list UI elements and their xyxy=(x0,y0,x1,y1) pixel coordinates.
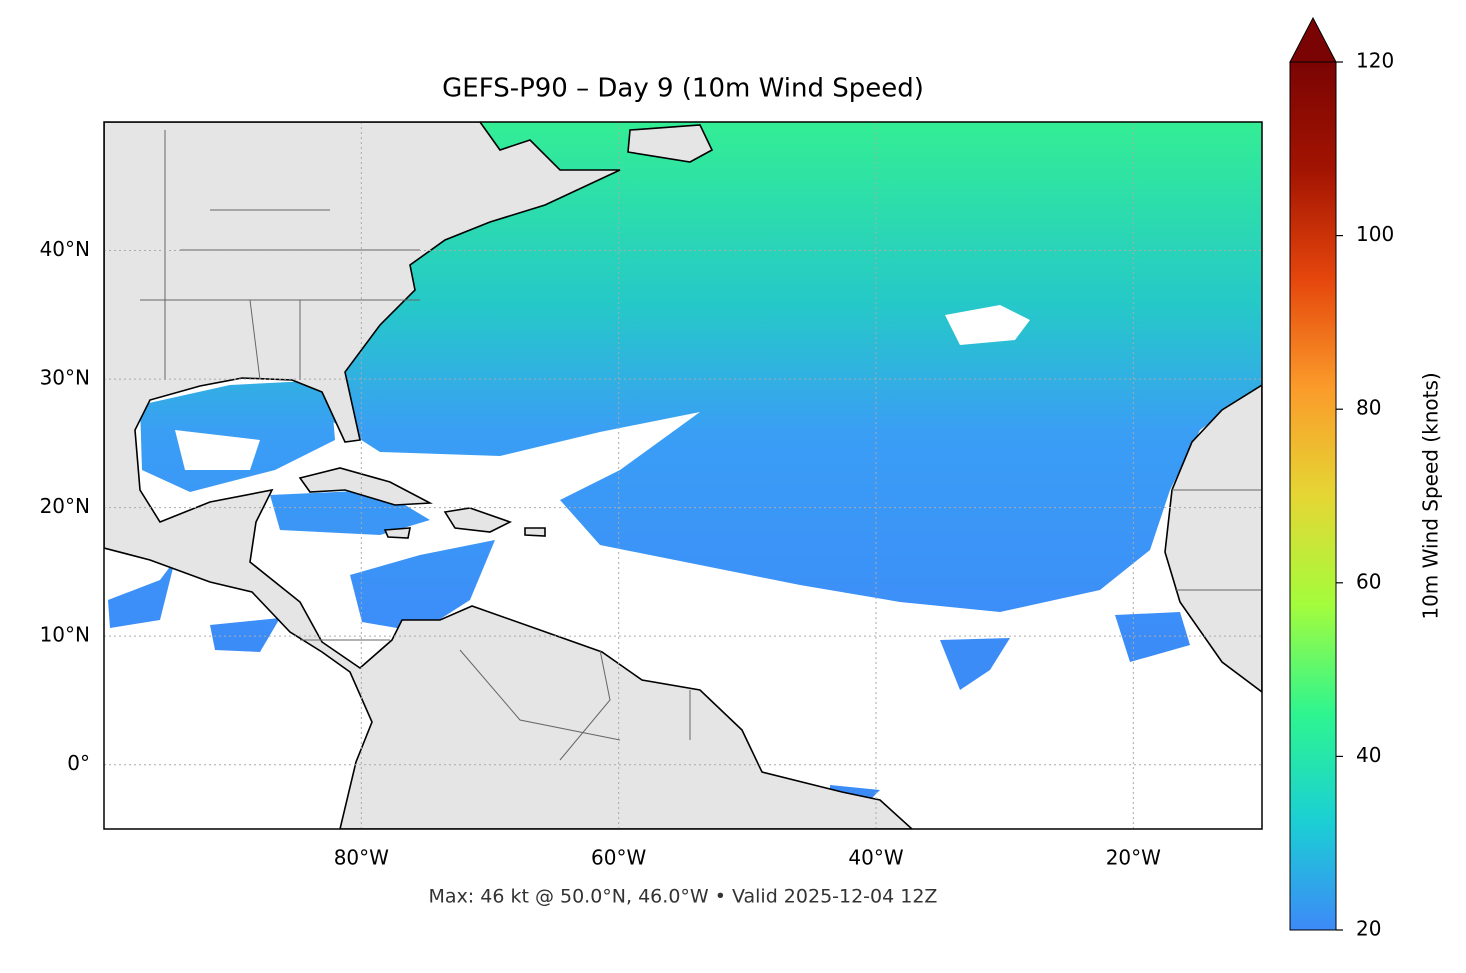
colorbar-label: 10m Wind Speed (knots) xyxy=(1419,372,1443,619)
map-title: GEFS-P90 – Day 9 (10m Wind Speed) xyxy=(442,74,924,104)
newfoundland xyxy=(627,124,714,163)
colorbar-extend xyxy=(1289,16,1337,63)
borders xyxy=(140,130,1262,761)
puerto-rico xyxy=(524,527,546,537)
americas xyxy=(104,122,914,829)
y-tick-label: 20°N xyxy=(40,494,90,518)
colorbar-scale xyxy=(1289,61,1337,931)
map-area xyxy=(104,122,1262,829)
x-tick-label: 20°W xyxy=(1106,846,1161,870)
calm-patches xyxy=(175,305,1030,470)
y-tick-label: 30°N xyxy=(40,366,90,390)
x-tick-label: 60°W xyxy=(591,846,646,870)
colorbar: 20 40 60 80 100 120 xyxy=(1289,16,1394,941)
colorbar-tick-label: 120 xyxy=(1356,49,1394,73)
y-tick-label: 10°N xyxy=(40,623,90,647)
gridlines xyxy=(104,122,1262,829)
colorbar-tick-label: 40 xyxy=(1356,743,1381,767)
x-tick-label: 40°W xyxy=(848,846,903,870)
jamaica xyxy=(383,527,411,539)
colorbar-tick-label: 80 xyxy=(1356,396,1381,420)
colorbar-tick-label: 20 xyxy=(1356,917,1381,941)
africa xyxy=(1164,384,1262,693)
colorbar-tick-label: 60 xyxy=(1356,569,1381,593)
axis-ticks: 80°W 60°W 40°W 20°W 0° 10°N 20°N 30°N 40°N xyxy=(40,237,1162,869)
colorbar-tick-label: 100 xyxy=(1356,222,1394,246)
footer-note: Max: 46 kt @ 50.0°N, 46.0°W • Valid 2025… xyxy=(429,886,938,908)
axes-frame xyxy=(103,121,1263,830)
cuba xyxy=(298,467,433,506)
hispaniola xyxy=(443,507,513,533)
y-tick-label: 0° xyxy=(67,751,90,775)
x-tick-label: 80°W xyxy=(334,846,389,870)
y-tick-label: 40°N xyxy=(40,237,90,261)
